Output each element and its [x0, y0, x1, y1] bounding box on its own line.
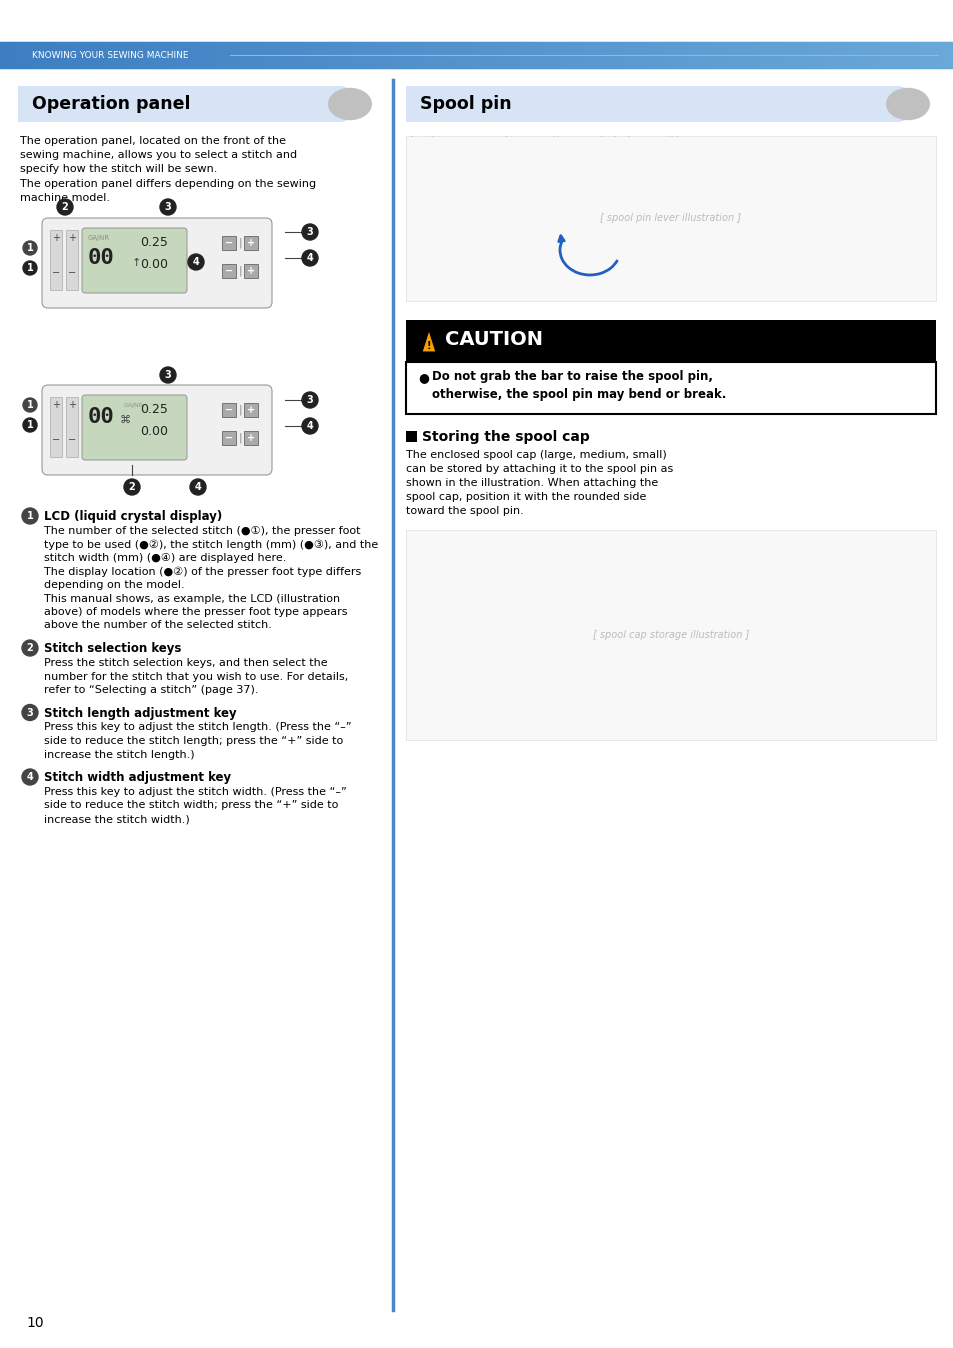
Text: +: + — [68, 233, 76, 243]
Text: 00: 00 — [88, 407, 114, 427]
Text: !: ! — [426, 341, 431, 350]
Circle shape — [190, 479, 206, 495]
Ellipse shape — [328, 88, 372, 120]
Text: [ spool cap storage illustration ]: [ spool cap storage illustration ] — [592, 630, 748, 640]
Text: 0.00: 0.00 — [140, 257, 168, 271]
FancyBboxPatch shape — [406, 363, 935, 414]
FancyBboxPatch shape — [406, 319, 935, 363]
Text: Spool pin: Spool pin — [419, 94, 511, 113]
Text: machine model.: machine model. — [20, 193, 110, 202]
Text: |: | — [238, 237, 241, 248]
Text: 1: 1 — [27, 243, 33, 253]
FancyBboxPatch shape — [406, 86, 907, 123]
Text: 3: 3 — [27, 708, 33, 717]
Circle shape — [22, 640, 38, 656]
Text: increase the stitch width.): increase the stitch width.) — [44, 814, 190, 824]
Circle shape — [302, 224, 317, 240]
Text: Do not grab the bar to raise the spool pin,: Do not grab the bar to raise the spool p… — [432, 369, 712, 383]
Text: 10: 10 — [26, 1316, 44, 1330]
Text: stitch width (mm) (●④) are displayed here.: stitch width (mm) (●④) are displayed her… — [44, 553, 286, 563]
Ellipse shape — [885, 88, 929, 120]
Text: −: − — [68, 435, 76, 445]
Text: GAJNR: GAJNR — [88, 235, 110, 241]
Text: +: + — [247, 433, 254, 443]
Text: +: + — [247, 266, 254, 276]
Text: Press this key to adjust the stitch length. (Press the “–”: Press this key to adjust the stitch leng… — [44, 723, 352, 732]
Text: +: + — [52, 400, 60, 410]
Text: ⌘: ⌘ — [120, 415, 131, 425]
FancyBboxPatch shape — [406, 431, 416, 442]
Text: 00: 00 — [88, 248, 114, 268]
Circle shape — [22, 508, 38, 524]
Text: 1: 1 — [27, 400, 33, 410]
Text: Stitch width adjustment key: Stitch width adjustment key — [44, 771, 231, 785]
Circle shape — [23, 262, 37, 275]
Text: 0.25: 0.25 — [140, 403, 168, 417]
FancyBboxPatch shape — [222, 264, 235, 278]
Text: shown in the illustration. When attaching the: shown in the illustration. When attachin… — [406, 479, 658, 488]
Text: Stitch selection keys: Stitch selection keys — [44, 642, 181, 655]
Text: side to reduce the stitch length; press the “+” side to: side to reduce the stitch length; press … — [44, 736, 343, 745]
Text: +: + — [68, 400, 76, 410]
Text: 1: 1 — [27, 511, 33, 520]
Circle shape — [160, 367, 175, 383]
FancyBboxPatch shape — [244, 264, 257, 278]
Text: The operation panel differs depending on the sewing: The operation panel differs depending on… — [20, 178, 315, 189]
Text: +: + — [247, 239, 254, 248]
Text: 4: 4 — [193, 257, 199, 267]
Circle shape — [302, 392, 317, 408]
Text: 1: 1 — [27, 421, 33, 430]
FancyBboxPatch shape — [82, 395, 187, 460]
Text: CAUTION: CAUTION — [444, 330, 542, 349]
Circle shape — [23, 418, 37, 431]
FancyBboxPatch shape — [42, 386, 272, 474]
Text: +: + — [247, 404, 254, 415]
Text: 1: 1 — [27, 263, 33, 274]
FancyBboxPatch shape — [18, 86, 350, 123]
Text: GAJNR: GAJNR — [124, 403, 144, 408]
Circle shape — [22, 768, 38, 785]
FancyBboxPatch shape — [66, 231, 78, 290]
Text: |: | — [238, 266, 241, 276]
Text: number for the stitch that you wish to use. For details,: number for the stitch that you wish to u… — [44, 671, 348, 682]
FancyBboxPatch shape — [244, 403, 257, 417]
Text: −: − — [51, 435, 60, 445]
FancyBboxPatch shape — [82, 228, 187, 293]
FancyBboxPatch shape — [42, 218, 272, 307]
Circle shape — [23, 398, 37, 412]
Text: 2: 2 — [27, 643, 33, 652]
Text: otherwise, the spool pin may bend or break.: otherwise, the spool pin may bend or bre… — [432, 388, 725, 400]
Text: can be stored by attaching it to the spool pin as: can be stored by attaching it to the spo… — [406, 464, 673, 474]
FancyBboxPatch shape — [222, 403, 235, 417]
Circle shape — [22, 705, 38, 720]
Text: The operation panel, located on the front of the: The operation panel, located on the fron… — [20, 136, 286, 146]
Text: −: − — [225, 239, 233, 248]
Text: Operation panel: Operation panel — [32, 94, 191, 113]
Text: 4: 4 — [306, 253, 313, 263]
Circle shape — [302, 249, 317, 266]
Text: |: | — [238, 433, 241, 443]
Circle shape — [23, 241, 37, 255]
FancyBboxPatch shape — [18, 86, 328, 123]
Text: Press the stitch selection keys, and then select the: Press the stitch selection keys, and the… — [44, 658, 327, 669]
Text: As shown, press down on the spool pin lever with: As shown, press down on the spool pin le… — [408, 136, 682, 146]
Circle shape — [302, 418, 317, 434]
Text: ●: ● — [417, 371, 429, 384]
FancyBboxPatch shape — [406, 136, 935, 301]
Text: increase the stitch length.): increase the stitch length.) — [44, 749, 194, 759]
Text: 3: 3 — [306, 395, 313, 404]
FancyBboxPatch shape — [222, 236, 235, 249]
Text: 2: 2 — [129, 483, 135, 492]
Text: Stitch length adjustment key: Stitch length adjustment key — [44, 706, 236, 720]
Text: depending on the model.: depending on the model. — [44, 580, 185, 590]
Text: The display location (●②) of the presser foot type differs: The display location (●②) of the presser… — [44, 566, 361, 577]
Text: 0.00: 0.00 — [140, 425, 168, 438]
Text: side to reduce the stitch width; press the “+” side to: side to reduce the stitch width; press t… — [44, 801, 338, 810]
Text: sewing machine, allows you to select a stitch and: sewing machine, allows you to select a s… — [20, 150, 296, 160]
Circle shape — [160, 200, 175, 214]
Text: 3: 3 — [306, 226, 313, 237]
Circle shape — [124, 479, 140, 495]
Text: specify how the stitch will be sewn.: specify how the stitch will be sewn. — [20, 164, 217, 174]
Text: 4: 4 — [306, 421, 313, 431]
